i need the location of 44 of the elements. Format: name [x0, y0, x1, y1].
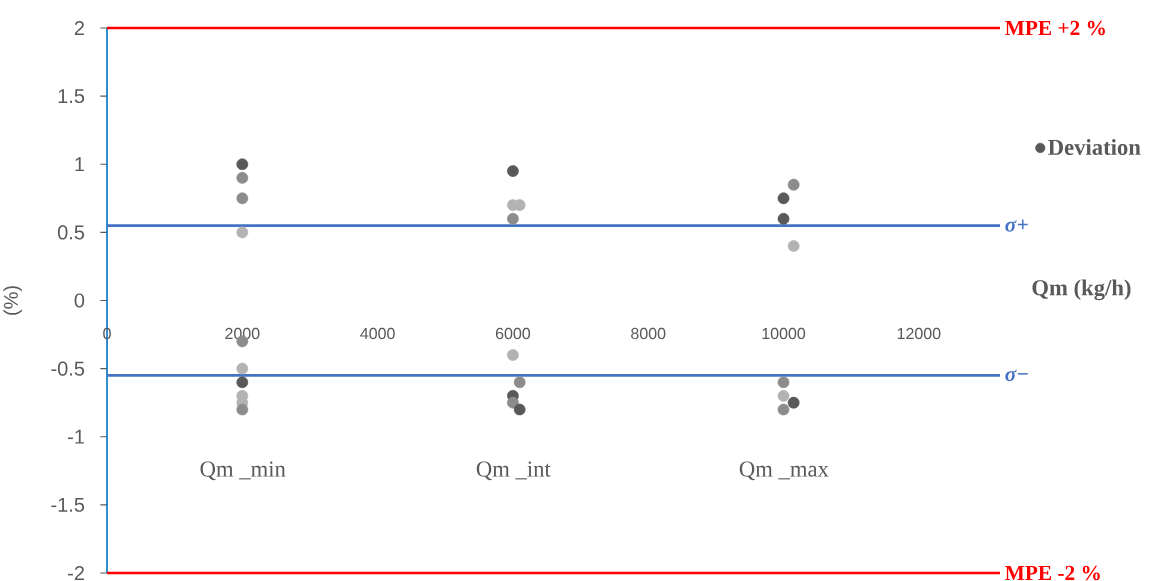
y-tick-label: -1: [68, 429, 84, 444]
x-tick-label: 12000: [897, 327, 941, 340]
point: [513, 403, 526, 416]
x-axis-title: Qm (kg/h): [1032, 279, 1131, 301]
legend-label: Deviation: [1048, 139, 1141, 155]
y-axis-title: (%): [3, 286, 22, 315]
y-tick-label: 0: [74, 293, 85, 308]
x-tick-label: 10000: [762, 327, 806, 340]
point: [787, 178, 800, 191]
point: [777, 403, 790, 416]
annotation: Qm _int: [476, 461, 551, 481]
point: [513, 376, 526, 389]
point: [507, 212, 519, 225]
point: [507, 165, 519, 177]
point: [507, 349, 519, 361]
annotation: Qm _min: [200, 461, 286, 481]
point: [777, 376, 790, 389]
y-tick-label: 1.5: [58, 89, 85, 104]
point: [236, 403, 249, 416]
y-tick-label: 1: [75, 157, 84, 172]
x-tick-label: 6000: [495, 327, 531, 340]
y-tick-label: -1.5: [51, 497, 85, 512]
ref-line-label: MPE +2 %: [1005, 20, 1105, 36]
point: [236, 376, 249, 389]
point: [777, 389, 790, 402]
point: [787, 240, 800, 252]
y-tick-label: 2: [74, 21, 84, 35]
x-tick-label: 4000: [360, 327, 395, 340]
annotation: Qm _max: [739, 461, 829, 481]
ref-line-label: MPE -2 %: [1005, 565, 1100, 581]
y-tick-label: -2: [68, 566, 84, 580]
point: [236, 226, 249, 239]
point: [236, 192, 249, 205]
point: [787, 396, 800, 409]
x-tick-label: 8000: [631, 327, 666, 340]
point: [236, 171, 249, 184]
point: [236, 158, 249, 171]
ref-line-label: σ−: [1005, 369, 1028, 382]
y-tick-label: -0.5: [51, 361, 85, 376]
y-tick-label: 0.5: [57, 225, 85, 240]
point: [236, 362, 249, 375]
point: [777, 192, 790, 205]
point: [777, 212, 790, 225]
ref-line-label: σ+: [1005, 219, 1028, 232]
